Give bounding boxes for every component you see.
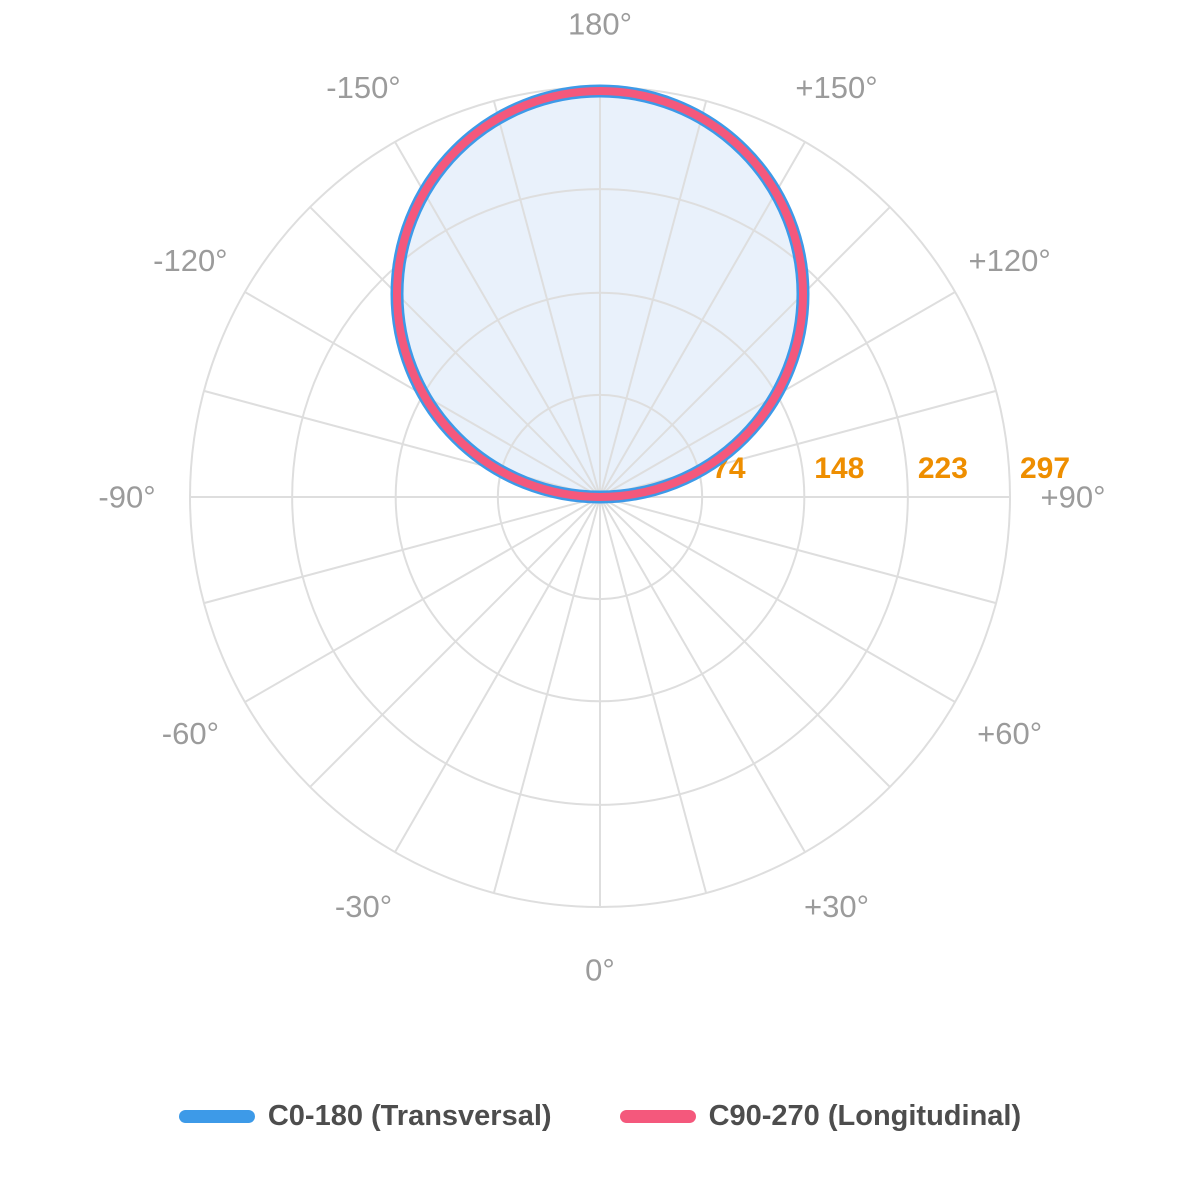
radial-tick-label: 297 (1020, 452, 1070, 485)
angle-tick-label: +90° (1041, 480, 1106, 515)
angle-tick-label: +60° (977, 716, 1042, 751)
legend-swatch-c0-180-icon (178, 1110, 255, 1123)
radial-tick-label: 223 (918, 452, 968, 485)
legend-item-c90-270[interactable]: C90-270 (Longitudinal) (619, 1100, 1022, 1133)
series-curve-c90-270[interactable] (393, 87, 807, 501)
angle-tick-label: +30° (804, 889, 869, 924)
angle-tick-label: -90° (98, 480, 155, 515)
radial-tick-label: 148 (814, 452, 864, 485)
angle-tick-label: 180° (568, 7, 632, 42)
polar-chart-canvas: 74 148 223 297-150°-120°-90°-60°-30°0°+30°+… (98, 7, 1106, 988)
angle-tick-label: +120° (969, 243, 1051, 278)
chart-legend: C0-180 (Transversal) C90-270 (Longitudin… (0, 1100, 1200, 1133)
angle-tick-label: -60° (162, 716, 219, 751)
angle-tick-label: -30° (335, 889, 392, 924)
angle-tick-label: +150° (795, 70, 877, 105)
legend-swatch-c90-270-icon (619, 1110, 696, 1123)
legend-item-c0-180[interactable]: C0-180 (Transversal) (178, 1100, 552, 1133)
angle-tick-label: -150° (326, 70, 400, 105)
legend-label-c90-270: C90-270 (Longitudinal) (708, 1100, 1022, 1132)
angle-tick-label: 0° (585, 953, 615, 988)
legend-label-c0-180: C0-180 (Transversal) (267, 1100, 552, 1132)
angle-tick-label: -120° (153, 243, 227, 278)
